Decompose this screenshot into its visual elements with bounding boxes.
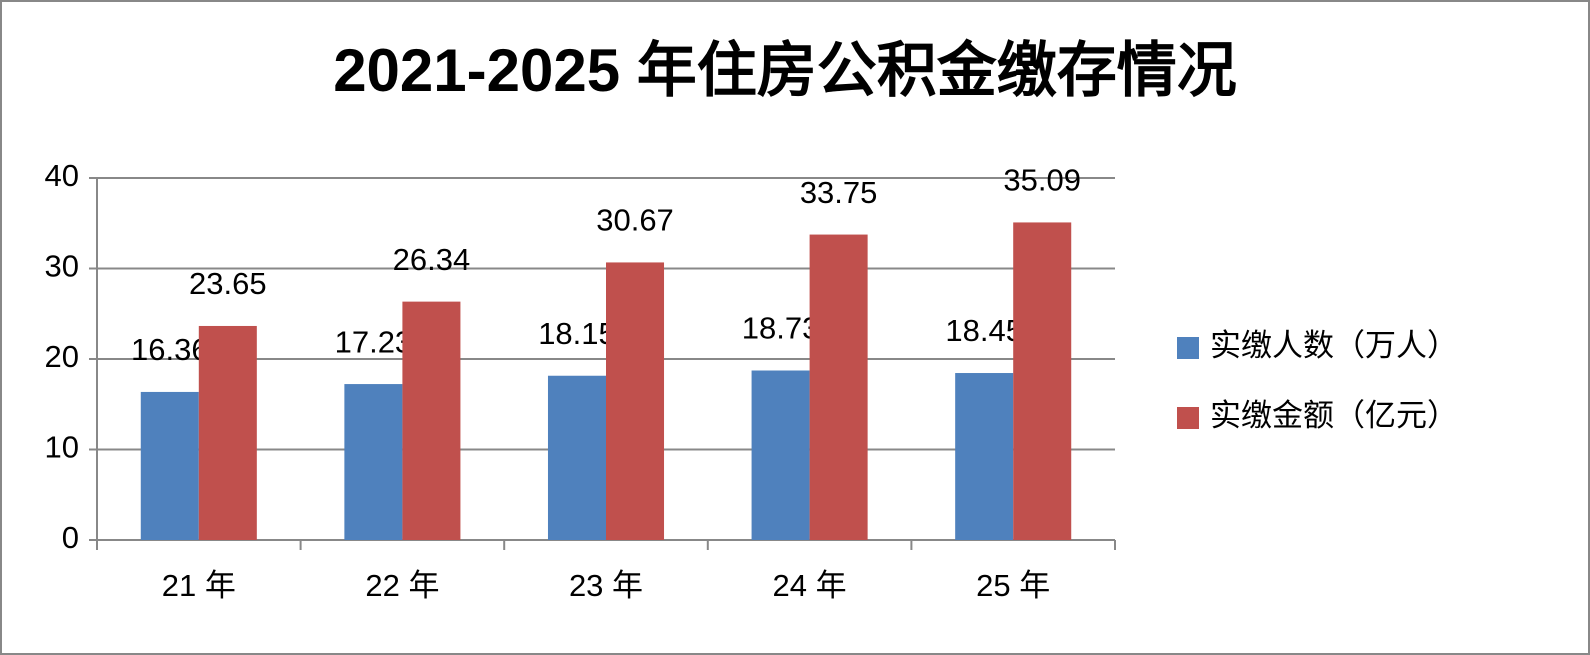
legend-label: 实缴金额（亿元） (1210, 398, 1458, 433)
data-label: 18.15 (538, 316, 616, 351)
data-label: 35.09 (1003, 163, 1081, 198)
legend-label: 实缴人数（万人） (1210, 328, 1458, 363)
x-tick-label: 23 年 (569, 568, 643, 603)
y-tick-label: 0 (62, 520, 79, 555)
y-tick-label: 30 (45, 249, 79, 284)
data-label: 16.36 (131, 332, 209, 367)
bar (1013, 222, 1072, 541)
y-tick-label: 40 (45, 158, 79, 193)
y-tick-label: 10 (45, 430, 79, 465)
bar (547, 375, 606, 540)
bar (344, 384, 403, 540)
bar (955, 373, 1014, 540)
bar (198, 325, 257, 540)
bar (809, 234, 868, 540)
bar (751, 370, 810, 540)
data-label: 18.45 (945, 313, 1023, 348)
legend-swatch (1177, 337, 1199, 359)
data-label: 23.65 (189, 266, 267, 301)
legend-swatch (1177, 407, 1199, 429)
x-tick-label: 24 年 (773, 568, 847, 603)
data-label: 26.34 (393, 242, 471, 277)
bar (140, 391, 199, 540)
data-label: 18.73 (742, 311, 820, 346)
bar (402, 301, 461, 540)
x-tick-label: 22 年 (365, 568, 439, 603)
data-label: 30.67 (596, 203, 674, 238)
y-tick-label: 20 (45, 339, 79, 374)
bar (606, 262, 665, 540)
x-tick-label: 25 年 (976, 568, 1050, 603)
chart-title: 2021-2025 年住房公积金缴存情况 (333, 37, 1237, 104)
x-tick-label: 21 年 (162, 568, 236, 603)
data-label: 17.23 (335, 324, 413, 359)
data-label: 33.75 (800, 175, 878, 210)
